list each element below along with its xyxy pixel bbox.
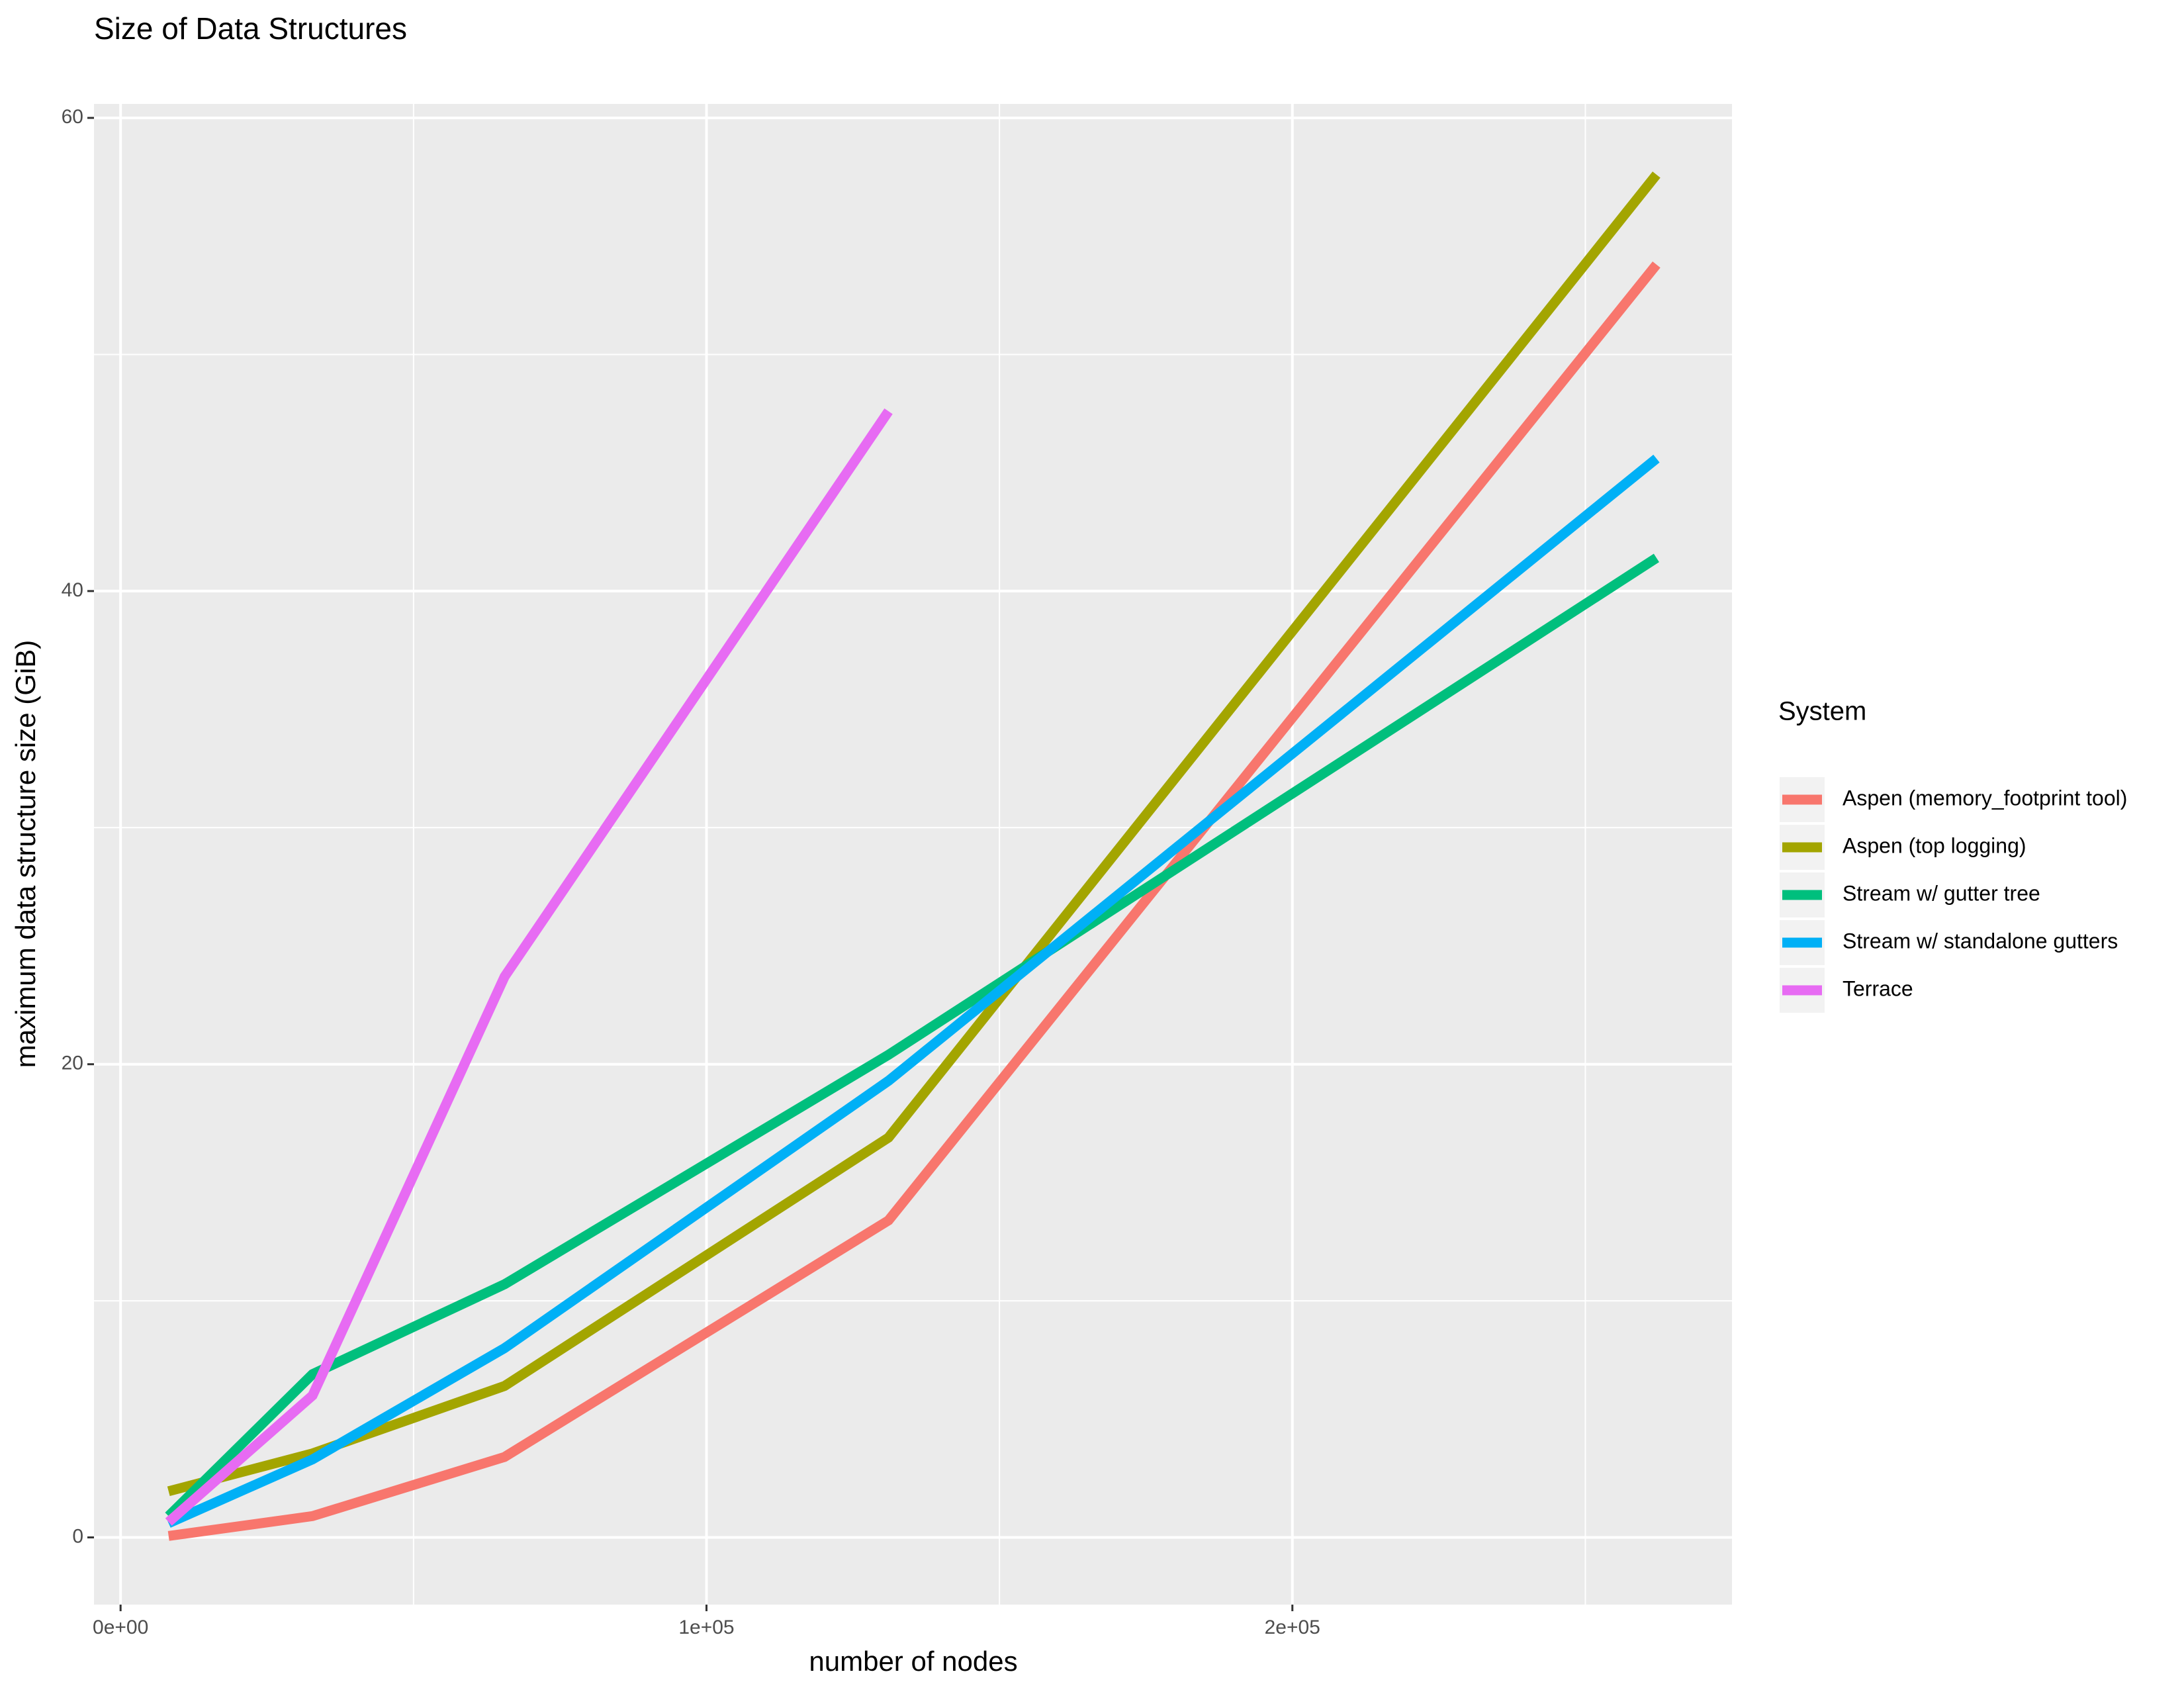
legend-label: Terrace [1843,976,1913,1000]
series-line [165,408,893,1526]
y-axis-label: maximum data structure size (GiB) [10,640,41,1068]
x-tick-label: 1e+05 [678,1617,734,1638]
y-tick-label: 20 [62,1053,83,1074]
legend-label: Stream w/ standalone gutters [1843,929,2118,953]
legend-label: Aspen (memory_footprint tool) [1843,786,2127,810]
series-line [165,553,1659,1520]
chart-title: Size of Data Structures [94,11,407,46]
series-line [167,261,1661,1541]
legend-label: Stream w/ gutter tree [1843,881,2040,905]
plot-panel [94,104,1732,1605]
series-line [166,454,1660,1528]
y-tick-label: 60 [62,106,83,128]
legend-title: System [1778,697,1866,726]
legend-label: Aspen (top logging) [1843,833,2026,857]
y-tick-label: 40 [62,579,83,601]
x-axis-label: number of nodes [809,1646,1017,1677]
x-tick-label: 2e+05 [1265,1617,1320,1638]
series-line [167,171,1661,1497]
x-tick-label: 0e+00 [93,1617,148,1638]
y-tick-label: 0 [72,1525,83,1547]
